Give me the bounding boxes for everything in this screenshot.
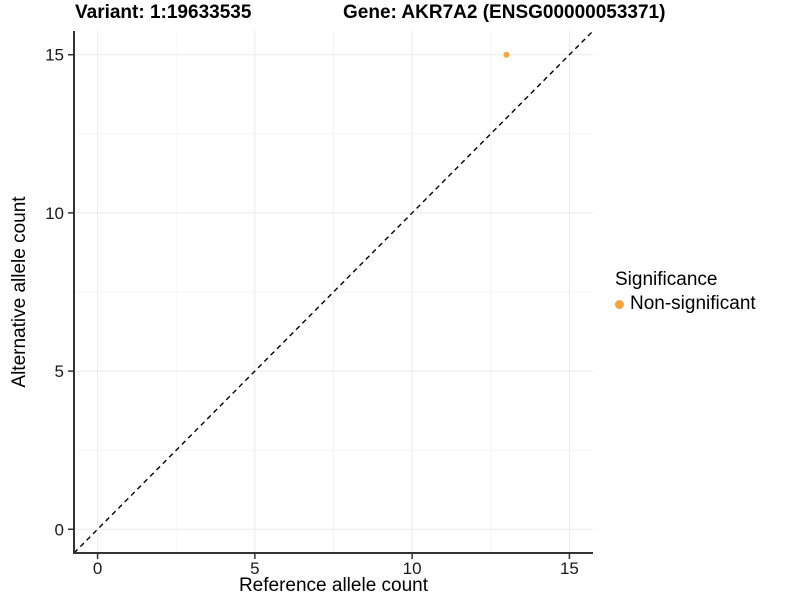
y-tick-label: 0	[55, 520, 64, 539]
y-tick-label: 15	[45, 46, 64, 65]
legend-item: Non-significant	[615, 293, 756, 315]
x-tick-label: 0	[93, 559, 102, 578]
x-tick-label: 15	[560, 559, 579, 578]
data-point	[503, 51, 510, 58]
plot-title-variant: Variant: 1:19633535	[75, 2, 252, 23]
legend-title: Significance	[615, 269, 718, 290]
y-tick-label: 5	[55, 362, 64, 381]
plot-title-gene: Gene: AKR7A2 (ENSG00000053371)	[343, 2, 666, 23]
x-tick-label: 10	[403, 559, 422, 578]
x-axis-label: Reference allele count	[238, 575, 429, 596]
legend-item-label: Non-significant	[630, 293, 756, 314]
identity-line	[73, 30, 594, 554]
y-axis-label: Alternative allele count	[9, 196, 30, 388]
legend: Significance Non-significant	[615, 269, 756, 315]
legend-dot-icon	[615, 299, 624, 309]
y-tick-label: 10	[45, 204, 64, 223]
x-tick-label: 5	[250, 559, 259, 578]
